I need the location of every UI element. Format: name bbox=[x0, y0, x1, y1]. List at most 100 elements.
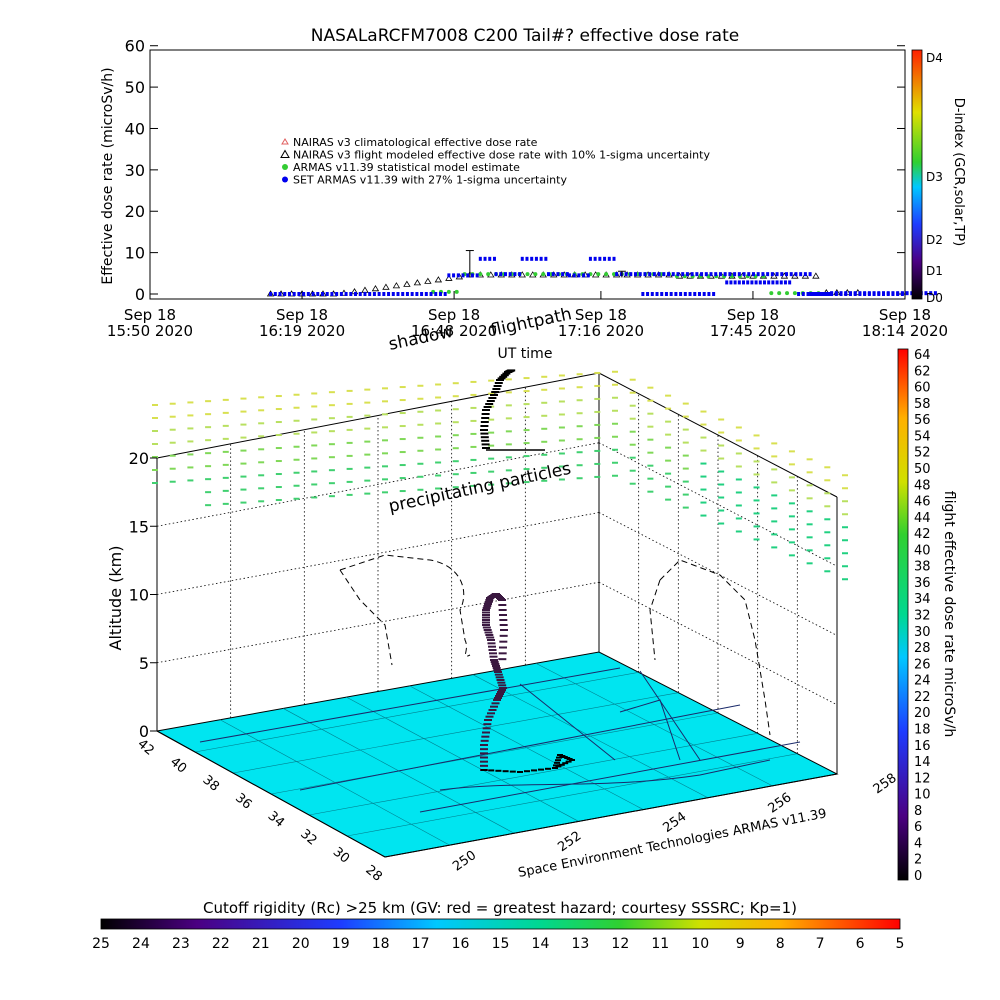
top-x-tick-time: 16:48 2020 bbox=[411, 322, 497, 340]
set-armas-point bbox=[503, 272, 507, 277]
set-armas-point bbox=[723, 272, 727, 277]
set-armas-point bbox=[297, 292, 301, 296]
dose-tick-label: 16 bbox=[914, 739, 931, 754]
map-boundaries bbox=[199, 667, 801, 813]
set-armas-point bbox=[586, 273, 590, 278]
flight-path bbox=[480, 369, 575, 773]
dose-tick-label: 54 bbox=[914, 429, 931, 444]
set-armas-point bbox=[685, 272, 689, 277]
dindex-tick-label: D2 bbox=[926, 233, 943, 247]
set-armas-point bbox=[702, 292, 706, 296]
top-y-tick-label: 30 bbox=[125, 161, 145, 180]
cutoff-tick-label: 14 bbox=[532, 936, 550, 952]
top-x-tick-time: 15:50 2020 bbox=[107, 322, 193, 340]
set-armas-point bbox=[671, 272, 675, 277]
top-y-tick-label: 10 bbox=[125, 244, 145, 263]
set-armas-point bbox=[709, 272, 713, 277]
top-y-tick-label: 0 bbox=[135, 285, 145, 304]
set-armas-point bbox=[660, 292, 664, 296]
set-armas-point bbox=[330, 292, 334, 296]
dose-tick-label: 32 bbox=[914, 609, 931, 624]
dose-tick-label: 18 bbox=[914, 722, 931, 737]
dose-tick-label: 2 bbox=[914, 853, 922, 868]
cutoff-tick-label: 19 bbox=[332, 936, 350, 952]
dose-tick-label: 58 bbox=[914, 397, 931, 412]
set-armas-point bbox=[811, 292, 815, 296]
set-armas-point bbox=[844, 292, 848, 296]
set-armas-point bbox=[823, 292, 827, 296]
set-armas-point bbox=[712, 292, 716, 296]
set-armas-point bbox=[700, 272, 704, 277]
cutoff-tick-label: 17 bbox=[412, 936, 430, 952]
armas-model-point bbox=[454, 289, 459, 294]
set-armas-point bbox=[728, 272, 732, 277]
set-armas-point bbox=[707, 292, 711, 296]
set-armas-point bbox=[466, 273, 470, 278]
set-armas-point bbox=[742, 280, 746, 285]
set-armas-point bbox=[737, 280, 741, 285]
set-armas-point bbox=[530, 256, 534, 261]
set-armas-point bbox=[780, 272, 784, 277]
armas-model-point bbox=[792, 291, 797, 296]
dose-tick-label: 42 bbox=[914, 527, 931, 542]
set-armas-point bbox=[681, 272, 685, 277]
latitude-tick-label: 30 bbox=[330, 845, 352, 867]
set-armas-point bbox=[761, 272, 765, 277]
set-armas-point bbox=[650, 292, 654, 296]
dindex-colorbar bbox=[911, 49, 923, 300]
set-armas-point bbox=[718, 272, 722, 277]
nairas-point bbox=[812, 272, 820, 279]
set-armas-point bbox=[546, 272, 550, 277]
set-armas-point bbox=[544, 256, 548, 261]
legend-label: NAIRAS v3 flight modeled effective dose … bbox=[293, 149, 710, 162]
altitude-axis: 0 5 10 15 20 bbox=[129, 449, 157, 741]
dindex-tick-label: D0 bbox=[926, 291, 943, 305]
cutoff-tick-label: 18 bbox=[372, 936, 390, 952]
cutoff-tick-label: 22 bbox=[212, 936, 230, 952]
dose-tick-label: 34 bbox=[914, 592, 931, 607]
set-armas-point bbox=[933, 291, 937, 296]
cutoff-tick-label: 25 bbox=[92, 936, 110, 952]
top-x-tick-date: Sep 18 bbox=[124, 306, 176, 324]
set-armas-point bbox=[729, 280, 733, 285]
set-armas-point bbox=[801, 292, 805, 296]
precipitating-particles bbox=[152, 370, 848, 581]
set-armas-point bbox=[615, 272, 619, 277]
set-armas-point bbox=[525, 256, 529, 261]
set-armas-point bbox=[377, 292, 381, 296]
set-armas-point bbox=[815, 292, 819, 296]
chart-title: NASALaRCFM7008 C200 Tail#? effective dos… bbox=[311, 26, 739, 46]
set-armas-point bbox=[820, 292, 824, 296]
dose-tick-label: 44 bbox=[914, 511, 931, 526]
altitude-tick-label: 20 bbox=[129, 449, 149, 468]
lat-axis-line bbox=[156, 730, 386, 858]
set-armas-point bbox=[676, 272, 680, 277]
set-armas-point bbox=[354, 292, 358, 296]
nairas-point bbox=[371, 285, 380, 292]
top-y-tick-label: 20 bbox=[125, 202, 145, 221]
set-armas-point bbox=[714, 272, 718, 277]
set-armas-point bbox=[424, 292, 428, 296]
dose-tick-label: 28 bbox=[914, 641, 931, 656]
set-armas-point bbox=[624, 272, 628, 277]
dose-tick-label: 30 bbox=[914, 625, 931, 640]
set-armas-point bbox=[539, 256, 543, 261]
set-armas-point bbox=[813, 292, 817, 296]
dose-tick-label: 12 bbox=[914, 771, 931, 786]
latitude-tick-label: 32 bbox=[297, 827, 319, 849]
altitude-axis-label: Altitude (km) bbox=[106, 546, 125, 651]
set-armas-point bbox=[750, 280, 754, 285]
set-armas-point bbox=[785, 272, 789, 277]
top-series bbox=[266, 250, 937, 297]
set-armas-point bbox=[565, 272, 569, 277]
top-x-tick-date: Sep 18 bbox=[575, 306, 627, 324]
set-armas-point bbox=[828, 292, 831, 296]
cutoff-tick-label: 10 bbox=[691, 936, 709, 952]
set-armas-point bbox=[603, 256, 607, 261]
set-armas-point bbox=[306, 292, 310, 296]
set-armas-point bbox=[335, 292, 339, 296]
map-grid-line bbox=[308, 733, 758, 816]
set-armas-point bbox=[612, 256, 616, 261]
set-armas-point bbox=[572, 273, 576, 278]
